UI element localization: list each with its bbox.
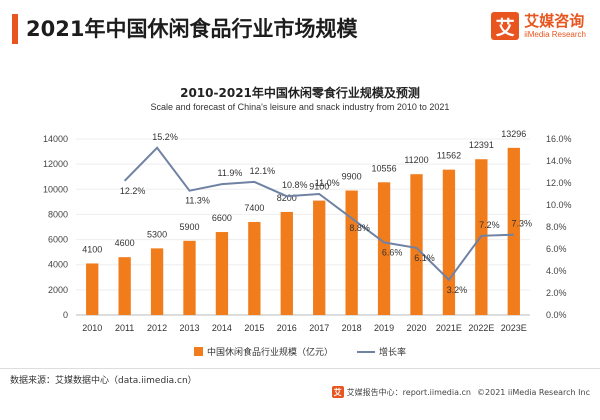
growth-value-label: 15.2% [152,132,178,142]
bar-value-label: 5300 [147,229,167,239]
bar [215,232,229,315]
bar [118,257,131,315]
bar-value-label: 6600 [212,213,232,223]
growth-value-label: 12.2% [120,186,146,196]
growth-line [123,146,514,282]
growth-value-label: 3.2% [447,285,468,295]
chart-legend: 中国休闲食品行业规模（亿元） 增长率 [0,345,600,358]
x-tick-label: 2023E [501,323,527,333]
x-tick-label: 2018 [342,323,362,333]
growth-value-label: 6.1% [414,253,435,263]
page-title: 2021年中国休闲食品行业市场规模 [26,17,358,41]
bar-value-label: 9100 [309,182,329,192]
legend-item-scale: 中国休闲食品行业规模（亿元） [193,345,333,358]
chart-subtitle: Scale and forecast of China's leisure an… [150,102,450,112]
bar-value-label: 8200 [277,193,297,203]
y-right-tick-label: 10.0% [546,200,572,210]
footer-credits: 艾 艾媒报告中心：report.iimedia.cn ©2021 iiMedia… [331,386,590,398]
x-tick-label: 2015 [244,323,264,333]
bar [410,174,423,315]
growth-value-label: 11.0% [315,178,340,188]
x-tick-label: 2017 [309,323,329,333]
title-accent-bar [12,14,18,44]
x-tick-label: 2022E [468,323,494,333]
bar-value-label: 5900 [179,222,199,232]
y-right-tick-label: 16.0% [546,134,572,144]
brand-text: 艾媒咨询 iiMedia Research [524,11,586,40]
brand-subtitle: iiMedia Research [524,29,586,39]
bar-value-label: 11200 [404,155,428,165]
y-right-tick-label: 12.0% [546,178,572,188]
chart-title: 2010-2021年中国休闲零食行业规模及预测 [180,86,420,100]
bar-value-label: 10556 [372,163,397,173]
growth-value-label: 6.6% [382,247,403,257]
bar [183,240,196,315]
footer-logo-icon: 艾 [331,386,344,398]
y-left-tick-label: 6000 [48,235,68,245]
bar [507,147,520,315]
growth-value-label: 11.9% [217,168,242,178]
x-tick-label: 2012 [147,323,167,333]
bar-value-label: 7400 [244,203,264,213]
x-tick-label: 2019 [374,323,394,333]
legend-bar-swatch [193,347,203,356]
y-right-tick-label: 2.0% [546,288,567,298]
y-left-tick-label: 0 [63,310,68,320]
y-right-tick-label: 4.0% [546,266,567,276]
bar-value-label: 11562 [437,151,461,161]
report-center-link[interactable]: 艾媒报告中心：report.iimedia.cn [346,387,472,397]
x-tick-label: 2014 [212,323,232,333]
copyright: ©2021 iiMedia Research Inc [477,387,590,397]
brand-name: 艾媒咨询 [524,11,585,30]
legend-label-growth: 增长率 [379,348,407,358]
bar [248,221,261,315]
growth-value-label: 7.2% [479,220,500,230]
legend-item-growth: 增长率 [357,345,406,358]
growth-value-label: 8.8% [349,223,370,233]
x-tick-label: 2016 [277,323,297,333]
bar [280,211,293,315]
footer-divider [0,368,600,369]
growth-value-label: 7.3% [512,219,533,229]
bar-value-label: 4100 [82,244,102,254]
bar [86,263,99,315]
x-tick-label: 2010 [82,323,102,333]
bar [313,200,326,315]
bar-value-label: 13296 [501,129,526,139]
bar [150,248,164,315]
growth-value-label: 12.1% [250,166,276,176]
x-tick-label: 2021E [436,323,462,333]
y-left-tick-label: 2000 [48,285,68,295]
y-right-tick-label: 8.0% [546,222,567,232]
bar-value-label: 12391 [469,140,494,150]
chart-area: 0 2000 4000 6000 8000 10000 12000 14000 0.0% 2.0%… [43,129,572,333]
x-tick-label: 2020 [406,323,426,333]
legend-label-scale: 中国休闲食品行业规模（亿元） [206,348,333,358]
brand-logo-icon: 艾 [491,12,520,40]
x-tick-label: 2011 [115,323,134,333]
bar [345,190,358,315]
bar [442,169,456,315]
y-right-tick-label: 14.0% [546,156,572,166]
y-left-tick-label: 8000 [48,209,68,219]
y-left-tick-label: 14000 [43,134,68,144]
growth-value-label: 11.3% [185,196,210,206]
y-left-tick-label: 12000 [43,159,68,169]
y-left-tick-label: 10000 [43,184,68,194]
x-tick-label: 2013 [179,323,199,333]
y-right-tick-label: 6.0% [546,244,567,254]
y-left-tick-label: 4000 [48,260,68,270]
y-right-tick-label: 0.0% [546,310,567,320]
data-source: 数据来源：艾媒数据中心（data.iimedia.cn） [10,376,197,386]
legend-line-swatch [357,350,375,353]
brand-block: 艾 艾媒咨询 iiMedia Research [491,12,586,40]
bar [377,182,391,315]
growth-value-label: 10.8% [282,180,308,190]
bar-value-label: 9900 [342,172,362,182]
bar-value-label: 4600 [115,238,135,248]
